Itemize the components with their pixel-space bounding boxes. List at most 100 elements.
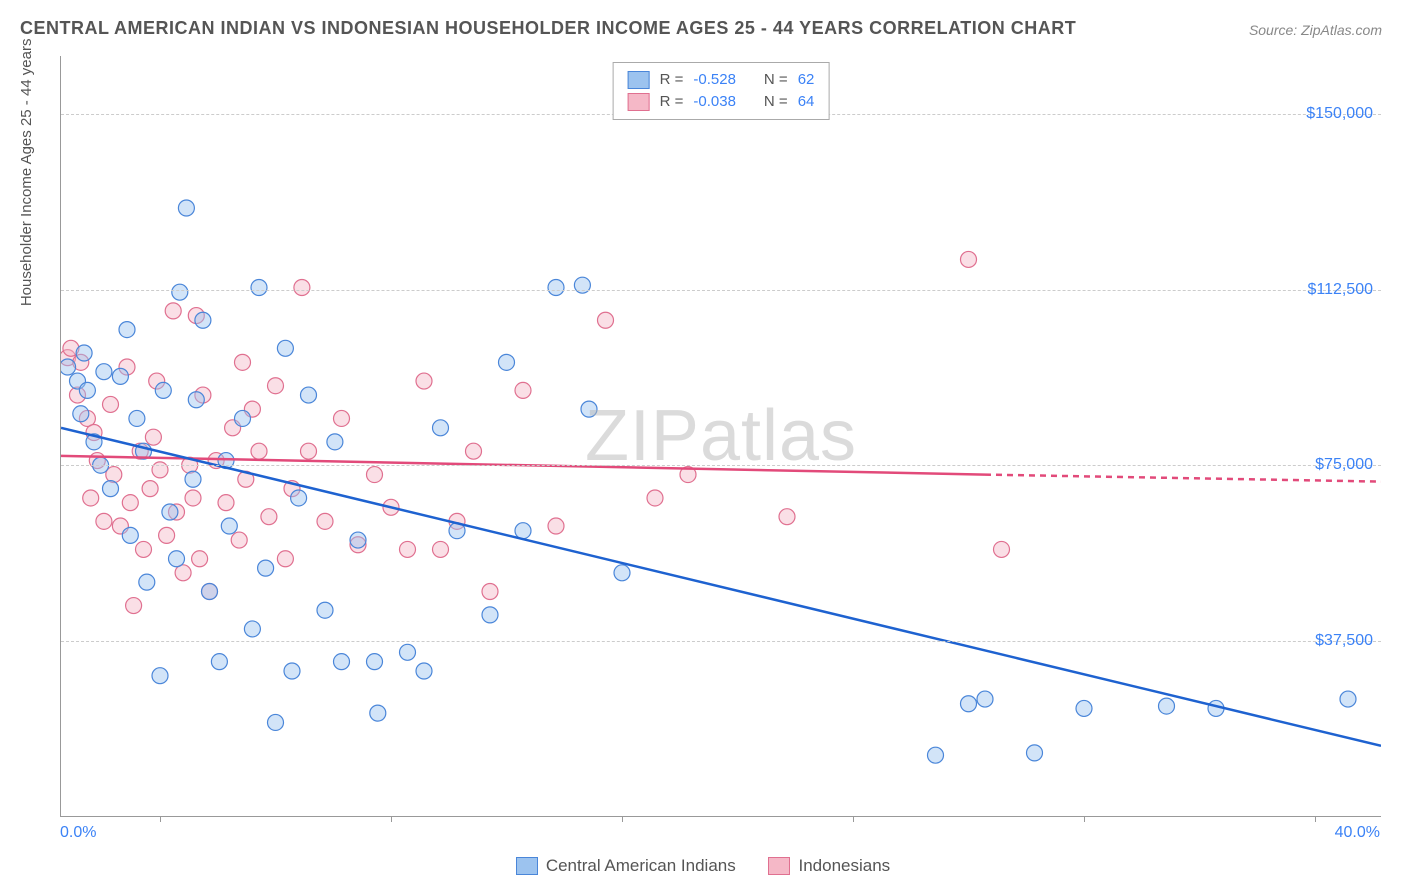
scatter-point <box>172 284 188 300</box>
scatter-point <box>400 541 416 557</box>
scatter-point <box>145 429 161 445</box>
scatter-point <box>119 322 135 338</box>
x-tick <box>1084 816 1085 822</box>
scatter-point <box>581 401 597 417</box>
y-tick-label: $75,000 <box>1315 456 1373 474</box>
gridline <box>61 641 1381 642</box>
scatter-point <box>103 481 119 497</box>
regression-line <box>985 475 1381 482</box>
gridline <box>61 465 1381 466</box>
scatter-point <box>122 495 138 511</box>
scatter-point <box>466 443 482 459</box>
scatter-point <box>301 443 317 459</box>
scatter-point <box>277 551 293 567</box>
source-label: Source: ZipAtlas.com <box>1249 22 1382 38</box>
scatter-point <box>185 490 201 506</box>
legend-row-a: R = -0.528 N = 62 <box>628 69 815 91</box>
gridline <box>61 290 1381 291</box>
scatter-point <box>195 312 211 328</box>
scatter-point <box>96 364 112 380</box>
y-tick-label: $112,500 <box>1307 281 1373 299</box>
scatter-point <box>433 541 449 557</box>
scatter-point <box>112 368 128 384</box>
n-label: N = <box>764 69 788 91</box>
r-value-b: -0.038 <box>693 91 736 113</box>
scatter-point <box>162 504 178 520</box>
scatter-point <box>218 495 234 511</box>
scatter-point <box>235 410 251 426</box>
scatter-point <box>515 382 531 398</box>
scatter-point <box>482 607 498 623</box>
scatter-point <box>129 410 145 426</box>
legend-row-b: R = -0.038 N = 64 <box>628 91 815 113</box>
y-tick-label: $150,000 <box>1306 105 1373 123</box>
scatter-point <box>83 490 99 506</box>
scatter-point <box>291 490 307 506</box>
r-label: R = <box>660 69 684 91</box>
swatch-a <box>516 857 538 875</box>
scatter-point <box>928 747 944 763</box>
scatter-point <box>261 509 277 525</box>
scatter-svg <box>61 56 1381 816</box>
x-tick <box>391 816 392 822</box>
scatter-point <box>202 584 218 600</box>
scatter-point <box>169 551 185 567</box>
scatter-point <box>367 654 383 670</box>
scatter-point <box>139 574 155 590</box>
scatter-point <box>961 696 977 712</box>
chart-title: CENTRAL AMERICAN INDIAN VS INDONESIAN HO… <box>20 18 1076 39</box>
scatter-point <box>598 312 614 328</box>
scatter-point <box>961 251 977 267</box>
x-tick <box>1315 816 1316 822</box>
scatter-point <box>192 551 208 567</box>
n-value-a: 62 <box>798 69 815 91</box>
r-label: R = <box>660 91 684 113</box>
scatter-point <box>61 359 76 375</box>
scatter-point <box>159 527 175 543</box>
scatter-point <box>327 434 343 450</box>
scatter-point <box>178 200 194 216</box>
scatter-point <box>251 443 267 459</box>
scatter-point <box>370 705 386 721</box>
scatter-point <box>251 280 267 296</box>
scatter-point <box>350 532 366 548</box>
scatter-point <box>268 378 284 394</box>
n-label: N = <box>764 91 788 113</box>
scatter-point <box>548 280 564 296</box>
scatter-point <box>647 490 663 506</box>
scatter-point <box>334 410 350 426</box>
x-min-label: 0.0% <box>60 824 96 842</box>
scatter-point <box>244 621 260 637</box>
scatter-point <box>317 602 333 618</box>
y-tick-label: $37,500 <box>1315 632 1373 650</box>
legend-series: Central American Indians Indonesians <box>0 856 1406 880</box>
legend-item-a: Central American Indians <box>516 856 736 876</box>
scatter-point <box>136 541 152 557</box>
scatter-point <box>433 420 449 436</box>
scatter-point <box>334 654 350 670</box>
legend-correlation: R = -0.528 N = 62 R = -0.038 N = 64 <box>613 62 830 120</box>
swatch-a <box>628 71 650 89</box>
scatter-point <box>258 560 274 576</box>
scatter-point <box>235 354 251 370</box>
scatter-point <box>122 527 138 543</box>
scatter-point <box>515 523 531 539</box>
y-axis-title: Householder Income Ages 25 - 44 years <box>18 39 35 307</box>
series-a-name: Central American Indians <box>546 856 736 876</box>
scatter-point <box>779 509 795 525</box>
scatter-point <box>977 691 993 707</box>
scatter-point <box>142 481 158 497</box>
scatter-point <box>76 345 92 361</box>
scatter-point <box>1159 698 1175 714</box>
scatter-point <box>416 663 432 679</box>
scatter-point <box>79 382 95 398</box>
scatter-point <box>1076 700 1092 716</box>
scatter-point <box>1027 745 1043 761</box>
scatter-point <box>277 340 293 356</box>
x-max-label: 40.0% <box>1335 824 1380 842</box>
scatter-point <box>317 513 333 529</box>
scatter-point <box>548 518 564 534</box>
scatter-point <box>165 303 181 319</box>
scatter-point <box>294 280 310 296</box>
scatter-point <box>73 406 89 422</box>
